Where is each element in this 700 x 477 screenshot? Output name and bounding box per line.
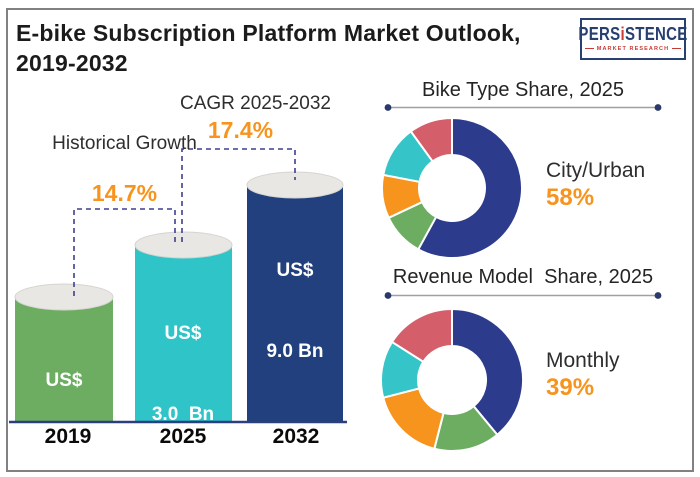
donut-highlight-label-bike-type: City/Urban <box>546 159 646 182</box>
bar-value-2019: US$ 1.4 Bn <box>14 313 114 477</box>
cagr-value: 17.4% <box>207 117 274 143</box>
logo-text-i: i <box>620 23 625 45</box>
donut-title-bike-type: Bike Type Share, 2025 <box>422 79 624 101</box>
historical-growth-label: Historical Growth <box>52 133 197 154</box>
persistence-logo: PERSiSTENCE MARKET RESEARCH <box>578 18 687 60</box>
page-title-line1: E-bike Subscription Platform Market Outl… <box>16 20 521 46</box>
logo-wordmark: PERSiSTENCE <box>578 25 687 44</box>
page-title-line2: 2019-2032 <box>16 50 128 76</box>
donut-highlight-label-revenue-model: Monthly <box>546 349 620 372</box>
bar-value-amount: 9.0 Bn <box>266 341 324 362</box>
logo-rule-right <box>672 48 682 49</box>
bar-value-unit: US$ <box>45 370 83 391</box>
donut-title-revenue-model: Revenue Model Share, 2025 <box>392 266 654 288</box>
bar-value-amount: 3.0 Bn <box>151 404 215 425</box>
year-label-2025: 2025 <box>159 425 207 448</box>
cagr-label: CAGR 2025-2032 <box>179 93 332 114</box>
bar-value-unit: US$ <box>276 260 314 281</box>
logo-text-post: STENCE <box>624 23 688 45</box>
logo-subtitle-row: MARKET RESEARCH <box>584 45 682 52</box>
bar-value-unit: US$ <box>164 323 202 344</box>
donut-highlight-value-bike-type: 58% <box>546 184 595 211</box>
historical-growth-value: 14.7% <box>91 180 158 206</box>
logo-rule-left <box>584 48 594 49</box>
bar-value-2032: US$ 9.0 Bn <box>245 203 345 419</box>
logo-text-pre: PERS <box>578 23 621 45</box>
logo-subtitle: MARKET RESEARCH <box>596 45 670 52</box>
bar-value-amount: 1.4 Bn <box>35 451 93 472</box>
year-label-2019: 2019 <box>44 425 92 448</box>
year-label-2032: 2032 <box>272 425 320 448</box>
donut-highlight-value-revenue-model: 39% <box>546 374 595 401</box>
page-title: E-bike Subscription Platform Market Outl… <box>16 18 521 78</box>
bar-value-2025: US$ 3.0 Bn <box>133 266 233 477</box>
